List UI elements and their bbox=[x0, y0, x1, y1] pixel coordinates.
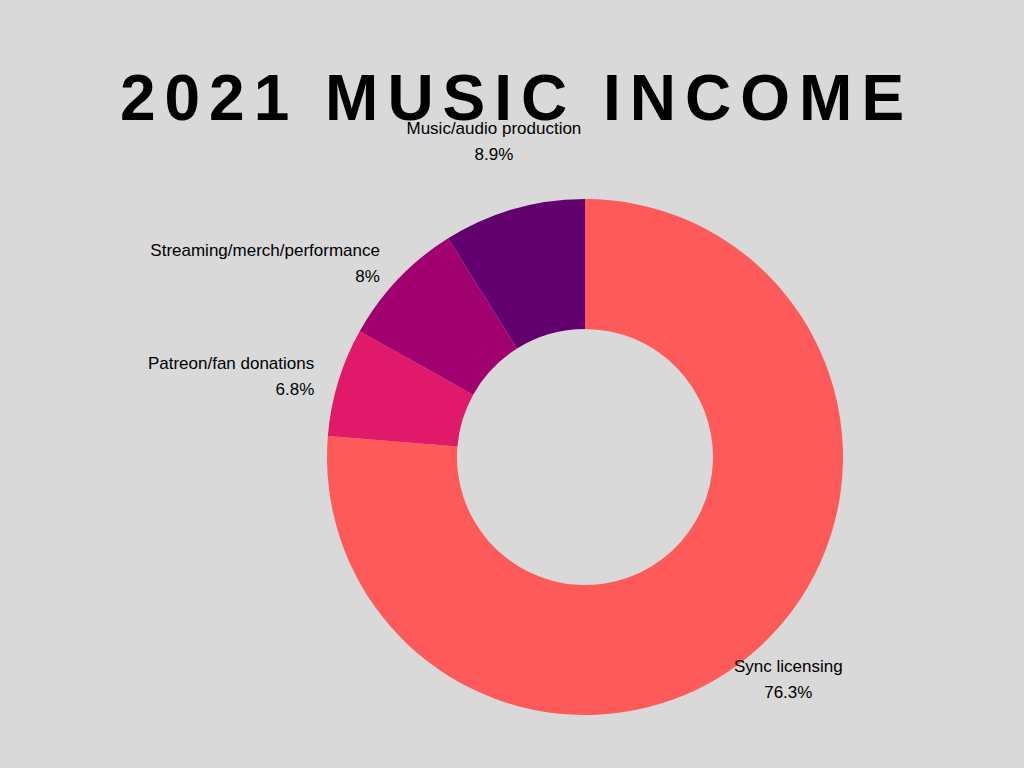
svg-text:76.3%: 76.3% bbox=[764, 683, 812, 702]
svg-text:Patreon/fan donations: Patreon/fan donations bbox=[148, 354, 314, 373]
svg-text:8.9%: 8.9% bbox=[475, 145, 514, 164]
svg-text:8%: 8% bbox=[355, 267, 380, 286]
svg-text:Sync licensing: Sync licensing bbox=[734, 657, 843, 676]
svg-text:Streaming/merch/performance: Streaming/merch/performance bbox=[150, 241, 380, 260]
svg-text:Music/audio production: Music/audio production bbox=[407, 119, 582, 138]
svg-text:6.8%: 6.8% bbox=[276, 380, 315, 399]
